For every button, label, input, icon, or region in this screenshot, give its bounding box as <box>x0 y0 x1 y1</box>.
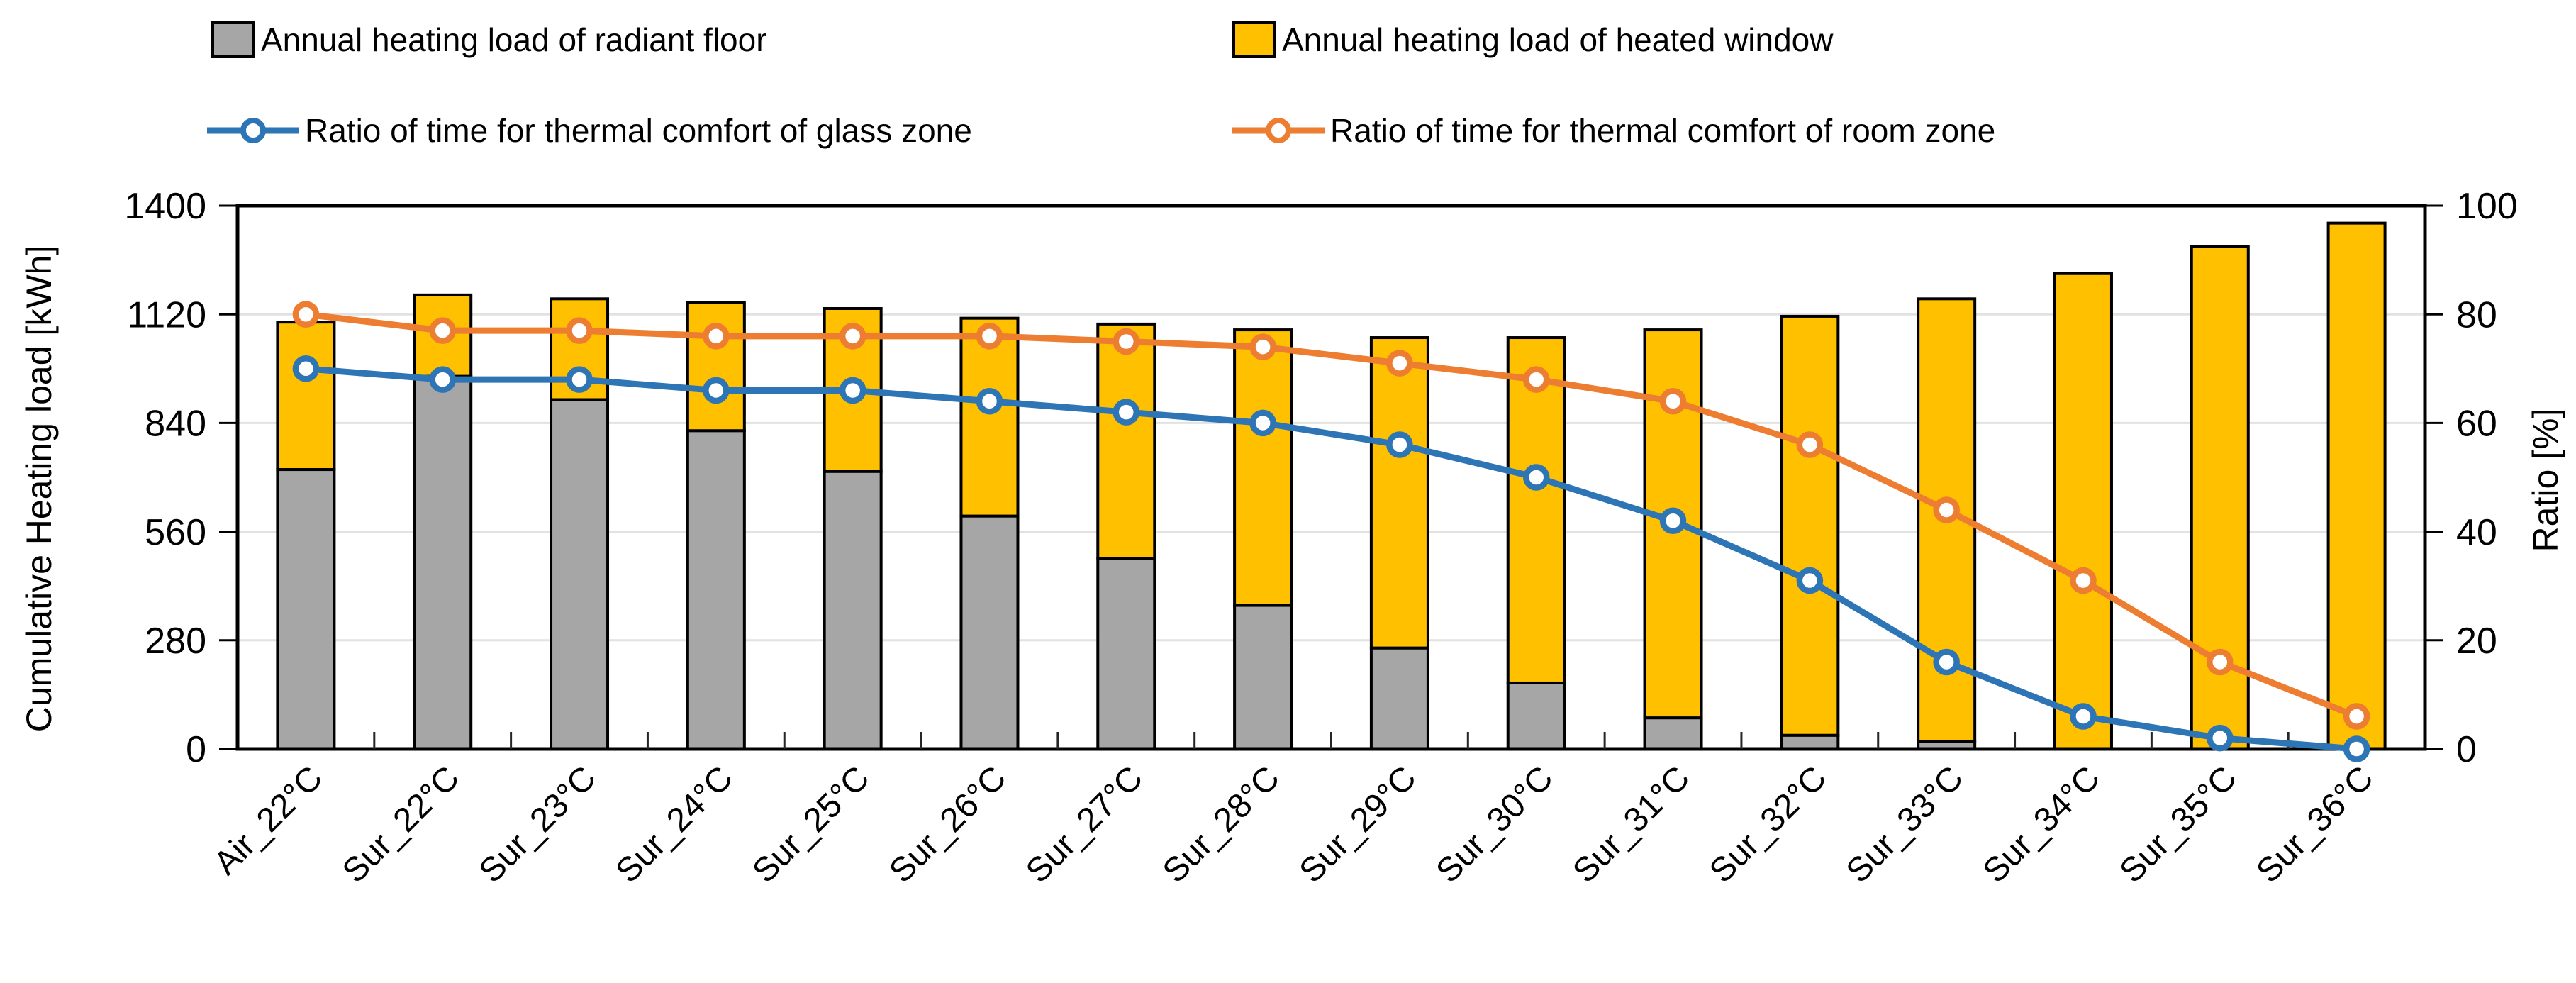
right-tick-label-40: 40 <box>2456 512 2497 553</box>
bar-heated-window-Sur_34°C <box>2053 272 2113 750</box>
bar-radiant-floor-Air_22°C <box>276 468 336 750</box>
legend-label-glass-zone: Ratio of time for thermal comfort of gla… <box>305 112 972 149</box>
bar-radiant-floor-Sur_29°C <box>1369 646 1429 750</box>
marker-ratio-of-time-for-thermal-comfort-of-glass-zone-Air_22°C <box>292 355 320 382</box>
legend-item-heated-window: Annual heating load of heated window <box>1232 18 1834 61</box>
bar-radiant-floor-Sur_22°C <box>413 374 473 750</box>
bar-radiant-floor-Sur_24°C <box>686 429 746 750</box>
legend-item-radiant-floor: Annual heating load of radiant floor <box>211 18 767 61</box>
bar-radiant-floor-Sur_23°C <box>550 398 610 750</box>
bar-heated-window-Sur_22°C <box>413 293 473 378</box>
x-label-Sur_23°C: Sur_23°C <box>472 759 603 890</box>
marker-ratio-of-time-for-thermal-comfort-of-glass-zone-Sur_30°C <box>1522 464 1550 491</box>
right-tick-label-80: 80 <box>2456 294 2497 335</box>
bar-radiant-floor-Sur_25°C <box>823 470 883 750</box>
marker-ratio-of-time-for-thermal-comfort-of-glass-zone-Sur_25°C <box>839 377 866 404</box>
marker-ratio-of-time-for-thermal-comfort-of-glass-zone-Sur_36°C <box>2343 735 2370 762</box>
marker-ratio-of-time-for-thermal-comfort-of-glass-zone-Sur_26°C <box>976 388 1003 415</box>
marker-ratio-of-time-for-thermal-comfort-of-room-zone-Sur_24°C <box>703 323 730 350</box>
bar-heated-window-Sur_27°C <box>1096 322 1156 560</box>
x-label-Sur_35°C: Sur_35°C <box>2113 759 2244 890</box>
marker-ratio-of-time-for-thermal-comfort-of-room-zone-Sur_29°C <box>1386 350 1413 377</box>
x-label-Sur_36°C: Sur_36°C <box>2249 759 2380 890</box>
x-label-Sur_33°C: Sur_33°C <box>1839 759 1970 890</box>
marker-ratio-of-time-for-thermal-comfort-of-glass-zone-Sur_34°C <box>2070 703 2097 730</box>
legend-label-radiant-floor: Annual heating load of radiant floor <box>261 21 767 58</box>
left-tick-label-1400: 1400 <box>124 186 206 227</box>
marker-ratio-of-time-for-thermal-comfort-of-glass-zone-Sur_22°C <box>429 366 456 393</box>
marker-ratio-of-time-for-thermal-comfort-of-room-zone-Sur_32°C <box>1796 431 1824 458</box>
right-tick-label-0: 0 <box>2456 729 2477 770</box>
legend-swatch-heated-window-icon <box>1232 21 1276 58</box>
x-label-Sur_24°C: Sur_24°C <box>609 759 740 890</box>
marker-ratio-of-time-for-thermal-comfort-of-glass-zone-Sur_27°C <box>1113 399 1140 426</box>
legend-label-heated-window: Annual heating load of heated window <box>1282 21 1834 58</box>
marker-ratio-of-time-for-thermal-comfort-of-room-zone-Sur_33°C <box>1933 496 1960 523</box>
x-label-Air_22°C: Air_22°C <box>207 759 330 882</box>
marker-ratio-of-time-for-thermal-comfort-of-glass-zone-Sur_35°C <box>2207 724 2234 752</box>
right-tick-label-60: 60 <box>2456 404 2497 445</box>
bar-radiant-floor-Sur_27°C <box>1096 557 1156 751</box>
x-label-Sur_30°C: Sur_30°C <box>1429 759 1560 890</box>
left-tick-label-840: 840 <box>145 404 206 445</box>
bar-heated-window-Sur_32°C <box>1780 314 1840 737</box>
x-label-Sur_29°C: Sur_29°C <box>1293 759 1424 890</box>
legend-line-glass-zone-icon <box>207 118 299 143</box>
line-ratio-of-time-for-thermal-comfort-of-room-zone <box>305 311 2358 720</box>
bar-heated-window-Sur_26°C <box>959 316 1020 518</box>
left-tick-label-1120: 1120 <box>127 294 206 335</box>
bar-heated-window-Air_22°C <box>276 321 336 472</box>
legend-item-room-zone: Ratio of time for thermal comfort of roo… <box>1232 109 1995 152</box>
x-label-Sur_27°C: Sur_27°C <box>1019 759 1150 890</box>
left-tick-label-0: 0 <box>186 729 206 770</box>
marker-ratio-of-time-for-thermal-comfort-of-room-zone-Sur_26°C <box>976 323 1003 350</box>
bar-radiant-floor-Sur_26°C <box>959 514 1020 750</box>
bar-heated-window-Sur_30°C <box>1506 336 1566 684</box>
right-tick-label-100: 100 <box>2456 186 2518 227</box>
bar-radiant-floor-Sur_30°C <box>1506 681 1566 750</box>
bar-heated-window-Sur_28°C <box>1233 328 1293 607</box>
legend-item-glass-zone: Ratio of time for thermal comfort of gla… <box>207 109 972 152</box>
marker-ratio-of-time-for-thermal-comfort-of-room-zone-Sur_27°C <box>1113 328 1140 355</box>
x-label-Sur_31°C: Sur_31°C <box>1566 759 1697 890</box>
marker-ratio-of-time-for-thermal-comfort-of-room-zone-Sur_23°C <box>566 317 593 344</box>
x-label-Sur_26°C: Sur_26°C <box>882 759 1013 890</box>
marker-ratio-of-time-for-thermal-comfort-of-glass-zone-Sur_33°C <box>1933 648 1960 676</box>
marker-ratio-of-time-for-thermal-comfort-of-room-zone-Air_22°C <box>292 301 320 328</box>
marker-ratio-of-time-for-thermal-comfort-of-glass-zone-Sur_32°C <box>1796 567 1824 594</box>
legend-line-room-zone-icon <box>1232 118 1325 143</box>
bar-heated-window-Sur_36°C <box>2326 221 2387 751</box>
bar-radiant-floor-Sur_28°C <box>1233 604 1293 750</box>
legend-swatch-radiant-floor-icon <box>211 21 255 58</box>
x-label-Sur_25°C: Sur_25°C <box>745 759 876 890</box>
marker-ratio-of-time-for-thermal-comfort-of-glass-zone-Sur_23°C <box>566 366 593 393</box>
marker-ratio-of-time-for-thermal-comfort-of-room-zone-Sur_30°C <box>1522 366 1550 393</box>
marker-ratio-of-time-for-thermal-comfort-of-glass-zone-Sur_24°C <box>703 377 730 404</box>
legend-label-room-zone: Ratio of time for thermal comfort of roo… <box>1330 112 1996 149</box>
x-label-Sur_32°C: Sur_32°C <box>1702 759 1834 890</box>
marker-ratio-of-time-for-thermal-comfort-of-room-zone-Sur_31°C <box>1659 388 1687 415</box>
bar-radiant-floor-Sur_31°C <box>1643 716 1703 751</box>
left-tick-label-560: 560 <box>145 512 206 553</box>
bar-radiant-floor-Sur_32°C <box>1780 733 1840 750</box>
right-tick-label-20: 20 <box>2456 621 2497 662</box>
marker-ratio-of-time-for-thermal-comfort-of-room-zone-Sur_36°C <box>2343 703 2370 730</box>
x-label-Sur_22°C: Sur_22°C <box>335 759 467 890</box>
line-ratio-of-time-for-thermal-comfort-of-glass-zone <box>306 365 2357 752</box>
x-label-Sur_34°C: Sur_34°C <box>1976 759 2107 890</box>
bar-heated-window-Sur_29°C <box>1369 336 1429 650</box>
x-label-Sur_28°C: Sur_28°C <box>1156 759 1287 890</box>
marker-ratio-of-time-for-thermal-comfort-of-room-zone-Sur_28°C <box>1249 333 1276 360</box>
marker-ratio-of-time-for-thermal-comfort-of-room-zone-Sur_22°C <box>429 317 456 344</box>
marker-ratio-of-time-for-thermal-comfort-of-room-zone-Sur_25°C <box>839 323 866 350</box>
marker-ratio-of-time-for-thermal-comfort-of-glass-zone-Sur_29°C <box>1386 431 1413 458</box>
bar-heated-window-Sur_24°C <box>686 301 746 433</box>
marker-ratio-of-time-for-thermal-comfort-of-glass-zone-Sur_28°C <box>1249 409 1276 437</box>
marker-ratio-of-time-for-thermal-comfort-of-room-zone-Sur_34°C <box>2070 567 2097 594</box>
left-tick-label-280: 280 <box>145 621 206 662</box>
marker-ratio-of-time-for-thermal-comfort-of-room-zone-Sur_35°C <box>2207 648 2234 676</box>
marker-ratio-of-time-for-thermal-comfort-of-glass-zone-Sur_31°C <box>1659 507 1687 535</box>
